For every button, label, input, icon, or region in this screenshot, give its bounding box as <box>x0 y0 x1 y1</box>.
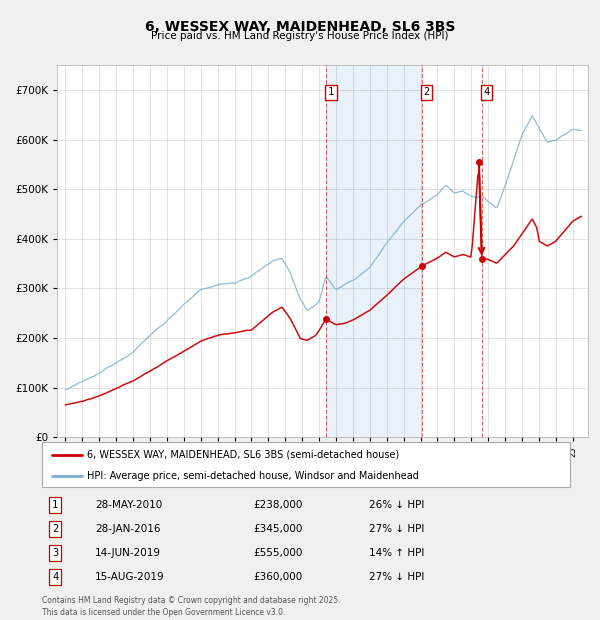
Text: £345,000: £345,000 <box>253 524 302 534</box>
Text: £555,000: £555,000 <box>253 548 302 558</box>
Text: 2: 2 <box>424 87 430 97</box>
Text: Contains HM Land Registry data © Crown copyright and database right 2025.
This d: Contains HM Land Registry data © Crown c… <box>42 596 341 618</box>
Text: £238,000: £238,000 <box>253 500 302 510</box>
Text: 1: 1 <box>328 87 334 97</box>
Text: 28-JAN-2016: 28-JAN-2016 <box>95 524 160 534</box>
Text: 28-MAY-2010: 28-MAY-2010 <box>95 500 162 510</box>
Text: 6, WESSEX WAY, MAIDENHEAD, SL6 3BS (semi-detached house): 6, WESSEX WAY, MAIDENHEAD, SL6 3BS (semi… <box>87 450 399 459</box>
Text: 2: 2 <box>52 524 58 534</box>
Text: 6, WESSEX WAY, MAIDENHEAD, SL6 3BS: 6, WESSEX WAY, MAIDENHEAD, SL6 3BS <box>145 20 455 34</box>
Text: 3: 3 <box>52 548 58 558</box>
Text: 1: 1 <box>52 500 58 510</box>
Text: 15-AUG-2019: 15-AUG-2019 <box>95 572 164 582</box>
Text: 14-JUN-2019: 14-JUN-2019 <box>95 548 161 558</box>
FancyBboxPatch shape <box>42 442 570 487</box>
Text: £360,000: £360,000 <box>253 572 302 582</box>
Text: HPI: Average price, semi-detached house, Windsor and Maidenhead: HPI: Average price, semi-detached house,… <box>87 471 419 480</box>
Text: 4: 4 <box>484 87 490 97</box>
Text: 27% ↓ HPI: 27% ↓ HPI <box>370 524 425 534</box>
Text: Price paid vs. HM Land Registry's House Price Index (HPI): Price paid vs. HM Land Registry's House … <box>151 31 449 41</box>
Text: 27% ↓ HPI: 27% ↓ HPI <box>370 572 425 582</box>
Text: 4: 4 <box>52 572 58 582</box>
Bar <box>326 65 422 437</box>
Text: 26% ↓ HPI: 26% ↓ HPI <box>370 500 425 510</box>
Text: 14% ↑ HPI: 14% ↑ HPI <box>370 548 425 558</box>
